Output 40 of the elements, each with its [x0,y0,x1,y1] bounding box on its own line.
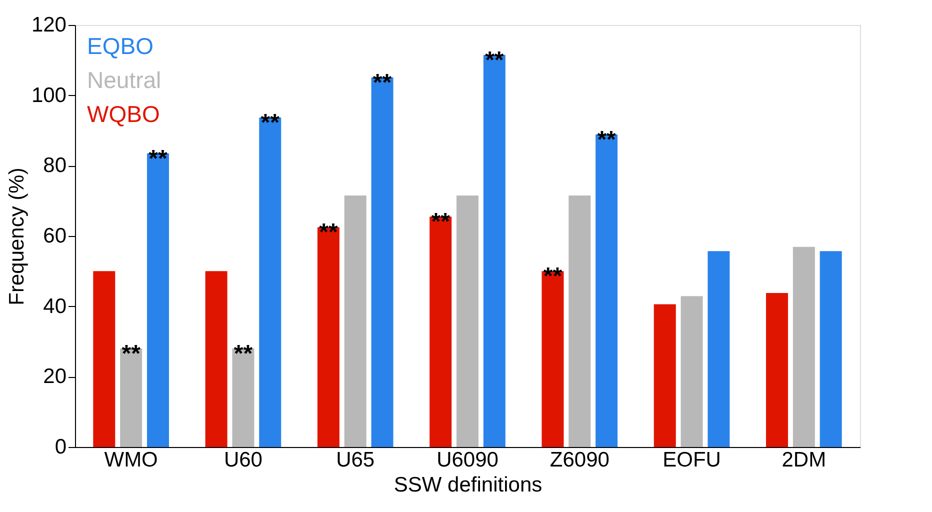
data-label: ** [543,263,563,290]
data-label: ** [485,46,504,74]
x-tick-label: WMO [104,448,158,472]
text: WQBO [87,101,160,127]
data-label: ** [148,145,168,172]
x-tick-label: U65 [336,448,375,472]
bar [766,292,788,447]
x-tick-label: 2DM [782,448,826,472]
y-tick-label: 60 [43,224,66,248]
bar [205,271,228,447]
x-axis-title: SSW definitions [394,474,542,496]
bar [792,246,815,447]
data-label: ** [372,69,392,96]
x-tick-label: Z6090 [550,448,610,472]
y-tick-label: 20 [43,365,66,388]
data-label: ** [122,340,142,368]
bar [680,296,703,447]
bar [820,251,842,447]
bar [708,251,730,447]
y-tick-label: 100 [31,84,66,107]
x-tick-label: U6090 [436,448,498,472]
bar [93,271,116,447]
text: EQBO [87,33,154,59]
y-tick-label: 40 [43,294,66,318]
data-label: ** [431,208,451,236]
data-label: ** [234,340,254,368]
y-tick-label: 120 [31,14,66,36]
bar [344,196,366,447]
text: Neutral [87,67,162,93]
x-tick-label: U60 [224,448,262,472]
y-axis-title: Frequency (%) [5,168,28,306]
data-label: ** [260,109,280,136]
bar [568,196,591,447]
y-tick-label: 0 [54,436,66,458]
x-tick-label: EOFU [662,448,721,472]
bar [456,196,478,447]
y-tick-label: 80 [43,154,66,178]
data-label: ** [597,126,617,154]
bar [654,304,676,447]
data-label: ** [319,219,338,246]
